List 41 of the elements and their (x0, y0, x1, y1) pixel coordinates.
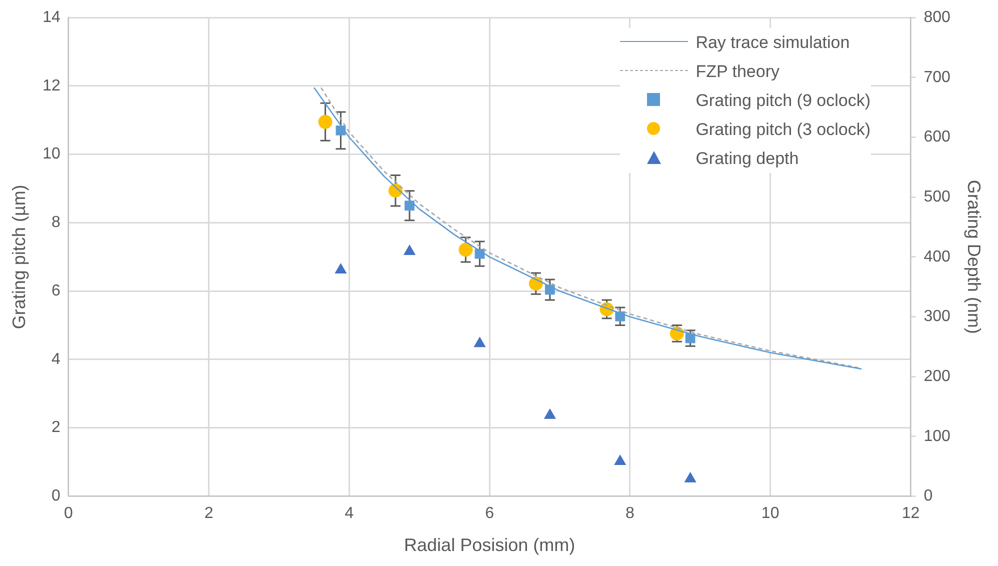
y-tick-label: 12 (42, 77, 60, 94)
point (614, 454, 626, 465)
y2-tick-label: 200 (924, 368, 950, 385)
y2-tick-label: 800 (924, 9, 950, 26)
y-tick-label: 14 (42, 9, 60, 26)
y2-tick-label: 300 (924, 308, 950, 326)
point (474, 336, 486, 348)
x-tick-label: 10 (761, 505, 780, 522)
point (403, 244, 416, 256)
x-tick-label: 8 (625, 505, 634, 522)
legend-label: FZP theory (696, 60, 780, 83)
y2-tick-label: 0 (924, 488, 933, 505)
point (318, 114, 332, 129)
point (544, 408, 556, 419)
y2-tick-label: 500 (924, 188, 950, 206)
y-axis-title: Grating pitch (µm) (8, 184, 29, 330)
y2-tick-label: 600 (924, 128, 950, 146)
y2-tick-label: 400 (924, 248, 950, 266)
x-tick-label: 12 (902, 505, 920, 522)
point (684, 472, 696, 482)
point (334, 263, 347, 274)
y2-tick-label: 100 (924, 428, 950, 445)
y-tick-label: 4 (51, 350, 60, 368)
y-tick-label: 0 (51, 488, 60, 505)
y-tick-label: 8 (51, 214, 60, 232)
x-tick-label: 4 (344, 505, 354, 522)
legend-label: Grating depth (696, 148, 799, 170)
legend-label: Ray trace simulation (696, 32, 850, 54)
x-tick-label: 6 (485, 505, 494, 522)
x-axis-title: Radial Posision (mm) (404, 535, 576, 556)
y-tick-label: 2 (51, 419, 60, 436)
y-tick-label: 10 (42, 146, 60, 163)
x-tick-label: 2 (204, 505, 214, 522)
point (458, 242, 473, 257)
y-tick-label: 6 (51, 282, 60, 300)
y2-tick-label: 700 (924, 68, 950, 86)
legend-label: Grating pitch (9 oclock) (696, 90, 870, 112)
legend-label: Grating pitch (3 oclock) (696, 118, 870, 141)
y2-axis-title: Grating Depth (nm) (964, 180, 984, 334)
x-tick-label: 0 (64, 505, 73, 522)
point (404, 200, 414, 211)
